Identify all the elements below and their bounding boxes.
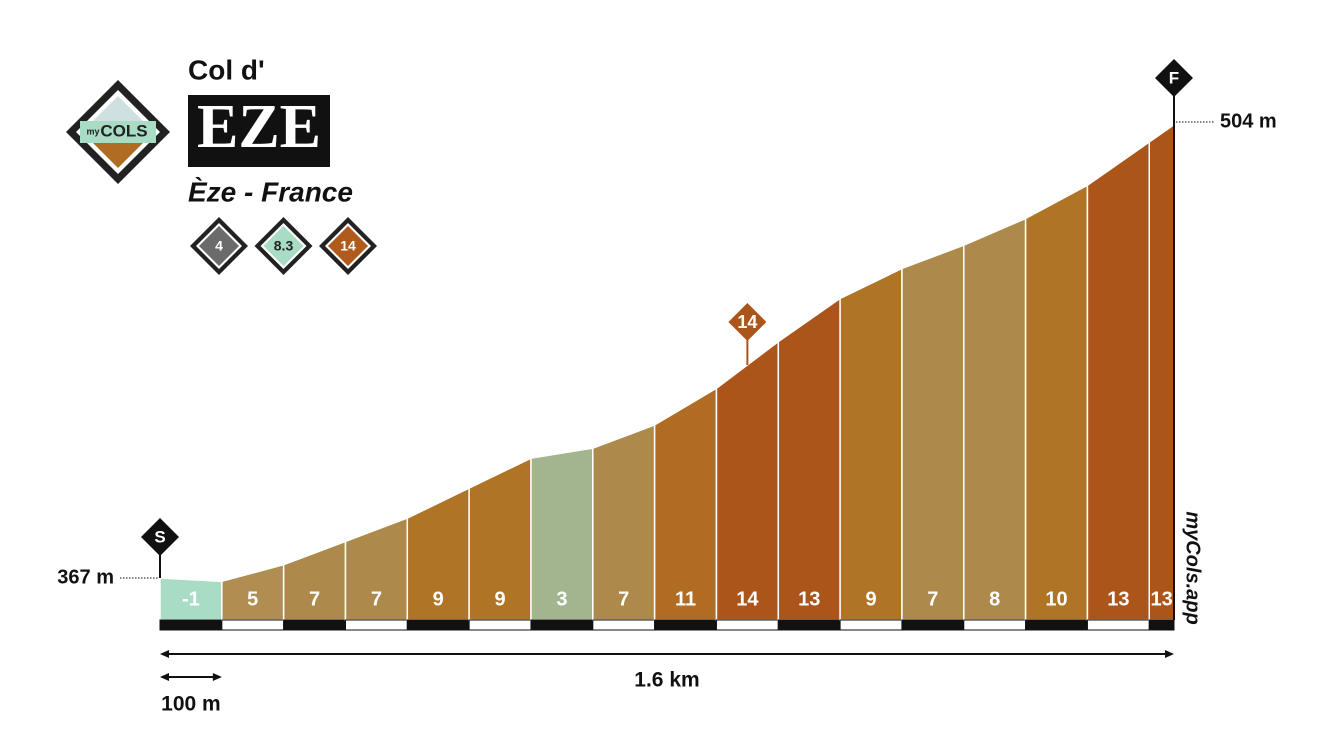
segment bbox=[1148, 123, 1175, 621]
gradient-label: 11 bbox=[675, 588, 696, 610]
start-marker bbox=[141, 518, 179, 556]
finish-marker bbox=[1155, 59, 1193, 97]
distance-strip bbox=[654, 619, 717, 631]
gradient-label: 9 bbox=[494, 588, 505, 610]
distance-strip bbox=[283, 619, 346, 631]
logo-word: COLS bbox=[100, 121, 147, 140]
segment bbox=[653, 386, 718, 621]
stat-value: 4 bbox=[215, 238, 223, 254]
max-marker bbox=[728, 303, 767, 341]
stat-badge bbox=[263, 226, 304, 266]
segment bbox=[715, 340, 780, 621]
segment bbox=[777, 296, 841, 621]
distance-strip bbox=[159, 619, 223, 631]
subtitle: Èze - France bbox=[188, 176, 353, 207]
segment bbox=[839, 267, 903, 621]
segment bbox=[901, 244, 965, 621]
segment bbox=[963, 217, 1027, 621]
distance-strip bbox=[777, 619, 841, 631]
logo-band bbox=[80, 121, 156, 143]
stat-badge bbox=[199, 226, 239, 266]
stat-value: 14 bbox=[340, 238, 356, 254]
gradient-label: 7 bbox=[309, 588, 320, 610]
gradient-label: 13 bbox=[798, 588, 820, 610]
logo: my COLS bbox=[66, 80, 170, 184]
total-distance-arrow-head bbox=[160, 650, 169, 658]
gradient-label: -1 bbox=[182, 588, 200, 610]
gradient-label: 3 bbox=[556, 588, 567, 610]
total-distance-arrow-head bbox=[1165, 650, 1174, 658]
distance-strip bbox=[1148, 619, 1175, 631]
distance-strip bbox=[344, 619, 408, 631]
finish-elevation: 504 m bbox=[1220, 110, 1277, 132]
segment bbox=[1086, 140, 1151, 621]
gradient-label: 7 bbox=[371, 588, 382, 610]
title: EZE bbox=[197, 93, 321, 161]
distance-strip bbox=[901, 619, 965, 631]
title-box bbox=[188, 95, 330, 167]
max-marker-label: 14 bbox=[737, 312, 757, 332]
total-distance: 1.6 km bbox=[634, 669, 699, 692]
distance-strip bbox=[468, 619, 532, 631]
gradient-label: 7 bbox=[618, 588, 629, 610]
gradient-label: 13 bbox=[1151, 588, 1173, 610]
scale-label: 100 m bbox=[161, 693, 221, 716]
stat-badge bbox=[328, 226, 368, 266]
scale-arrow-head bbox=[212, 673, 222, 681]
start-elevation: 367 m bbox=[57, 566, 114, 588]
gradient-label: 13 bbox=[1107, 588, 1129, 610]
title-prefix: Col d' bbox=[188, 54, 265, 85]
distance-strip bbox=[963, 619, 1027, 631]
distance-strip bbox=[406, 619, 470, 631]
distance-strip bbox=[221, 619, 285, 631]
segment bbox=[1024, 183, 1089, 621]
gradient-label: 7 bbox=[927, 588, 938, 610]
distance-strip bbox=[1025, 619, 1088, 631]
gradient-label: 14 bbox=[736, 588, 759, 610]
distance-strip bbox=[839, 619, 903, 631]
gradient-label: 9 bbox=[433, 588, 444, 610]
distance-strip bbox=[715, 619, 779, 631]
gradient-label: 9 bbox=[865, 588, 876, 610]
scale-arrow-head bbox=[160, 673, 169, 681]
gradient-label: 10 bbox=[1045, 588, 1067, 610]
logo-small: my bbox=[86, 126, 99, 136]
finish-marker-label: F bbox=[1169, 68, 1179, 87]
gradient-label: 5 bbox=[247, 588, 258, 610]
stat-value: 8.3 bbox=[274, 238, 294, 254]
gradient-label: 8 bbox=[989, 588, 1000, 610]
distance-strip bbox=[530, 619, 594, 631]
watermark: myCols.app bbox=[1182, 511, 1204, 624]
distance-strip bbox=[592, 619, 656, 631]
distance-strip bbox=[1086, 619, 1150, 631]
start-marker-label: S bbox=[154, 527, 165, 546]
